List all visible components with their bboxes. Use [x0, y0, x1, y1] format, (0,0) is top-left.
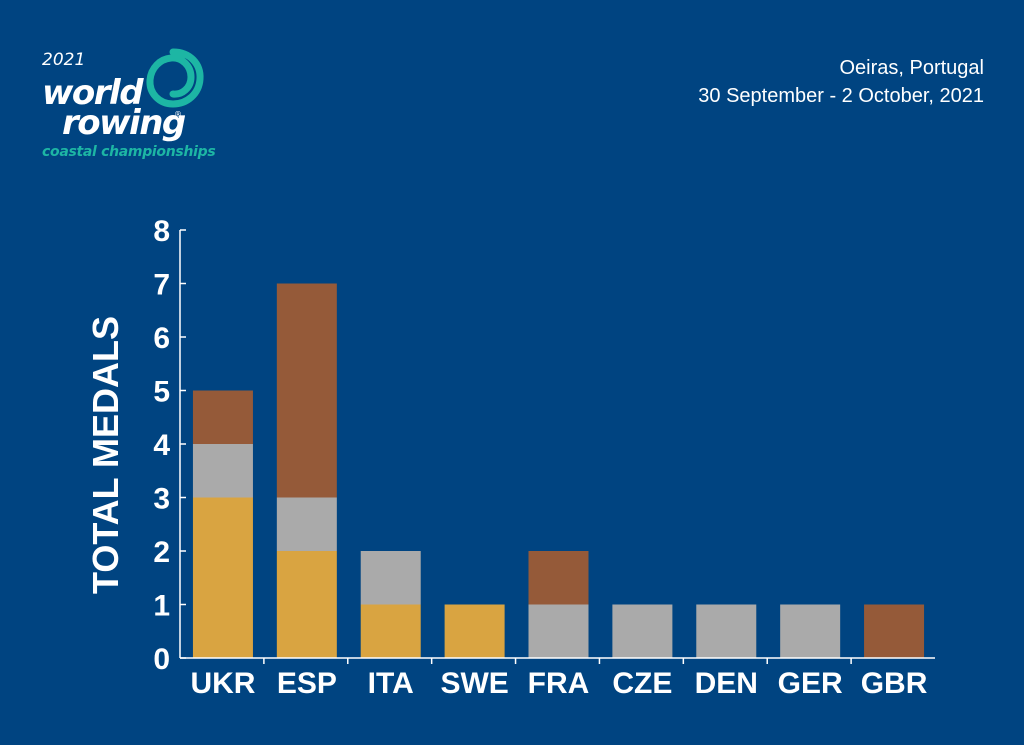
bar-ukr-segment-0	[192, 497, 253, 658]
y-tick-label-5: 5	[153, 376, 170, 409]
x-tick-label-ita: ITA	[368, 667, 414, 700]
x-tick-label-esp: ESP	[277, 667, 337, 700]
rowing-swirl-icon	[146, 48, 204, 108]
bar-esp-segment-1	[276, 497, 337, 551]
y-tick-label-1: 1	[153, 590, 170, 623]
y-tick-label-6: 6	[153, 322, 170, 355]
event-location: Oeiras, Portugal	[839, 57, 984, 79]
event-info: Oeiras, Portugal 30 September - 2 Octobe…	[698, 54, 984, 110]
x-tick-label-den: DEN	[695, 667, 758, 700]
bar-fra-segment-2	[528, 551, 589, 605]
bars-group	[192, 283, 925, 658]
bar-esp-segment-2	[276, 283, 337, 498]
registered-mark: ®	[174, 110, 182, 119]
y-tick-label-2: 2	[153, 536, 170, 569]
y-tick-label-0: 0	[153, 643, 170, 676]
logo-year: 2021	[42, 50, 86, 70]
y-tick-label-8: 8	[153, 215, 170, 248]
y-tick-label-4: 4	[153, 429, 170, 462]
x-tick-label-cze: CZE	[612, 667, 672, 700]
bar-cze-segment-1	[612, 604, 673, 658]
y-axis-label: TOTAL MEDALS	[85, 316, 126, 594]
logo-subtitle: coastal championships	[42, 144, 216, 160]
x-tick-label-ger: GER	[778, 667, 843, 700]
x-tick-label-gbr: GBR	[861, 667, 928, 700]
bar-gbr-segment-2	[864, 604, 925, 658]
axes-group	[179, 229, 935, 664]
x-tick-label-fra: FRA	[528, 667, 590, 700]
bar-den-segment-1	[696, 604, 757, 658]
event-dates: 30 September - 2 October, 2021	[698, 85, 984, 107]
labels-group: UKR ESP ITA SWE FRA CZE DEN GER GBR 0 1 2 3 4 5 6 7 8	[153, 215, 927, 700]
bar-ita-segment-0	[360, 604, 421, 658]
y-tick-label-7: 7	[153, 269, 170, 302]
x-tick-label-swe: SWE	[440, 667, 508, 700]
bar-ita-segment-1	[360, 551, 421, 605]
world-rowing-logo: 2021 world rowing ® coastal championship…	[40, 40, 240, 170]
bar-swe-segment-0	[444, 604, 505, 658]
bar-ukr-segment-1	[192, 444, 253, 498]
logo-word-rowing: rowing	[62, 103, 186, 143]
bar-fra-segment-1	[528, 604, 589, 658]
logo-word-world: world	[42, 73, 144, 113]
y-tick-label-3: 3	[153, 483, 170, 516]
bar-esp-segment-0	[276, 551, 337, 658]
x-tick-label-ukr: UKR	[190, 667, 255, 700]
bar-ger-segment-1	[780, 604, 841, 658]
bar-ukr-segment-2	[192, 390, 253, 444]
